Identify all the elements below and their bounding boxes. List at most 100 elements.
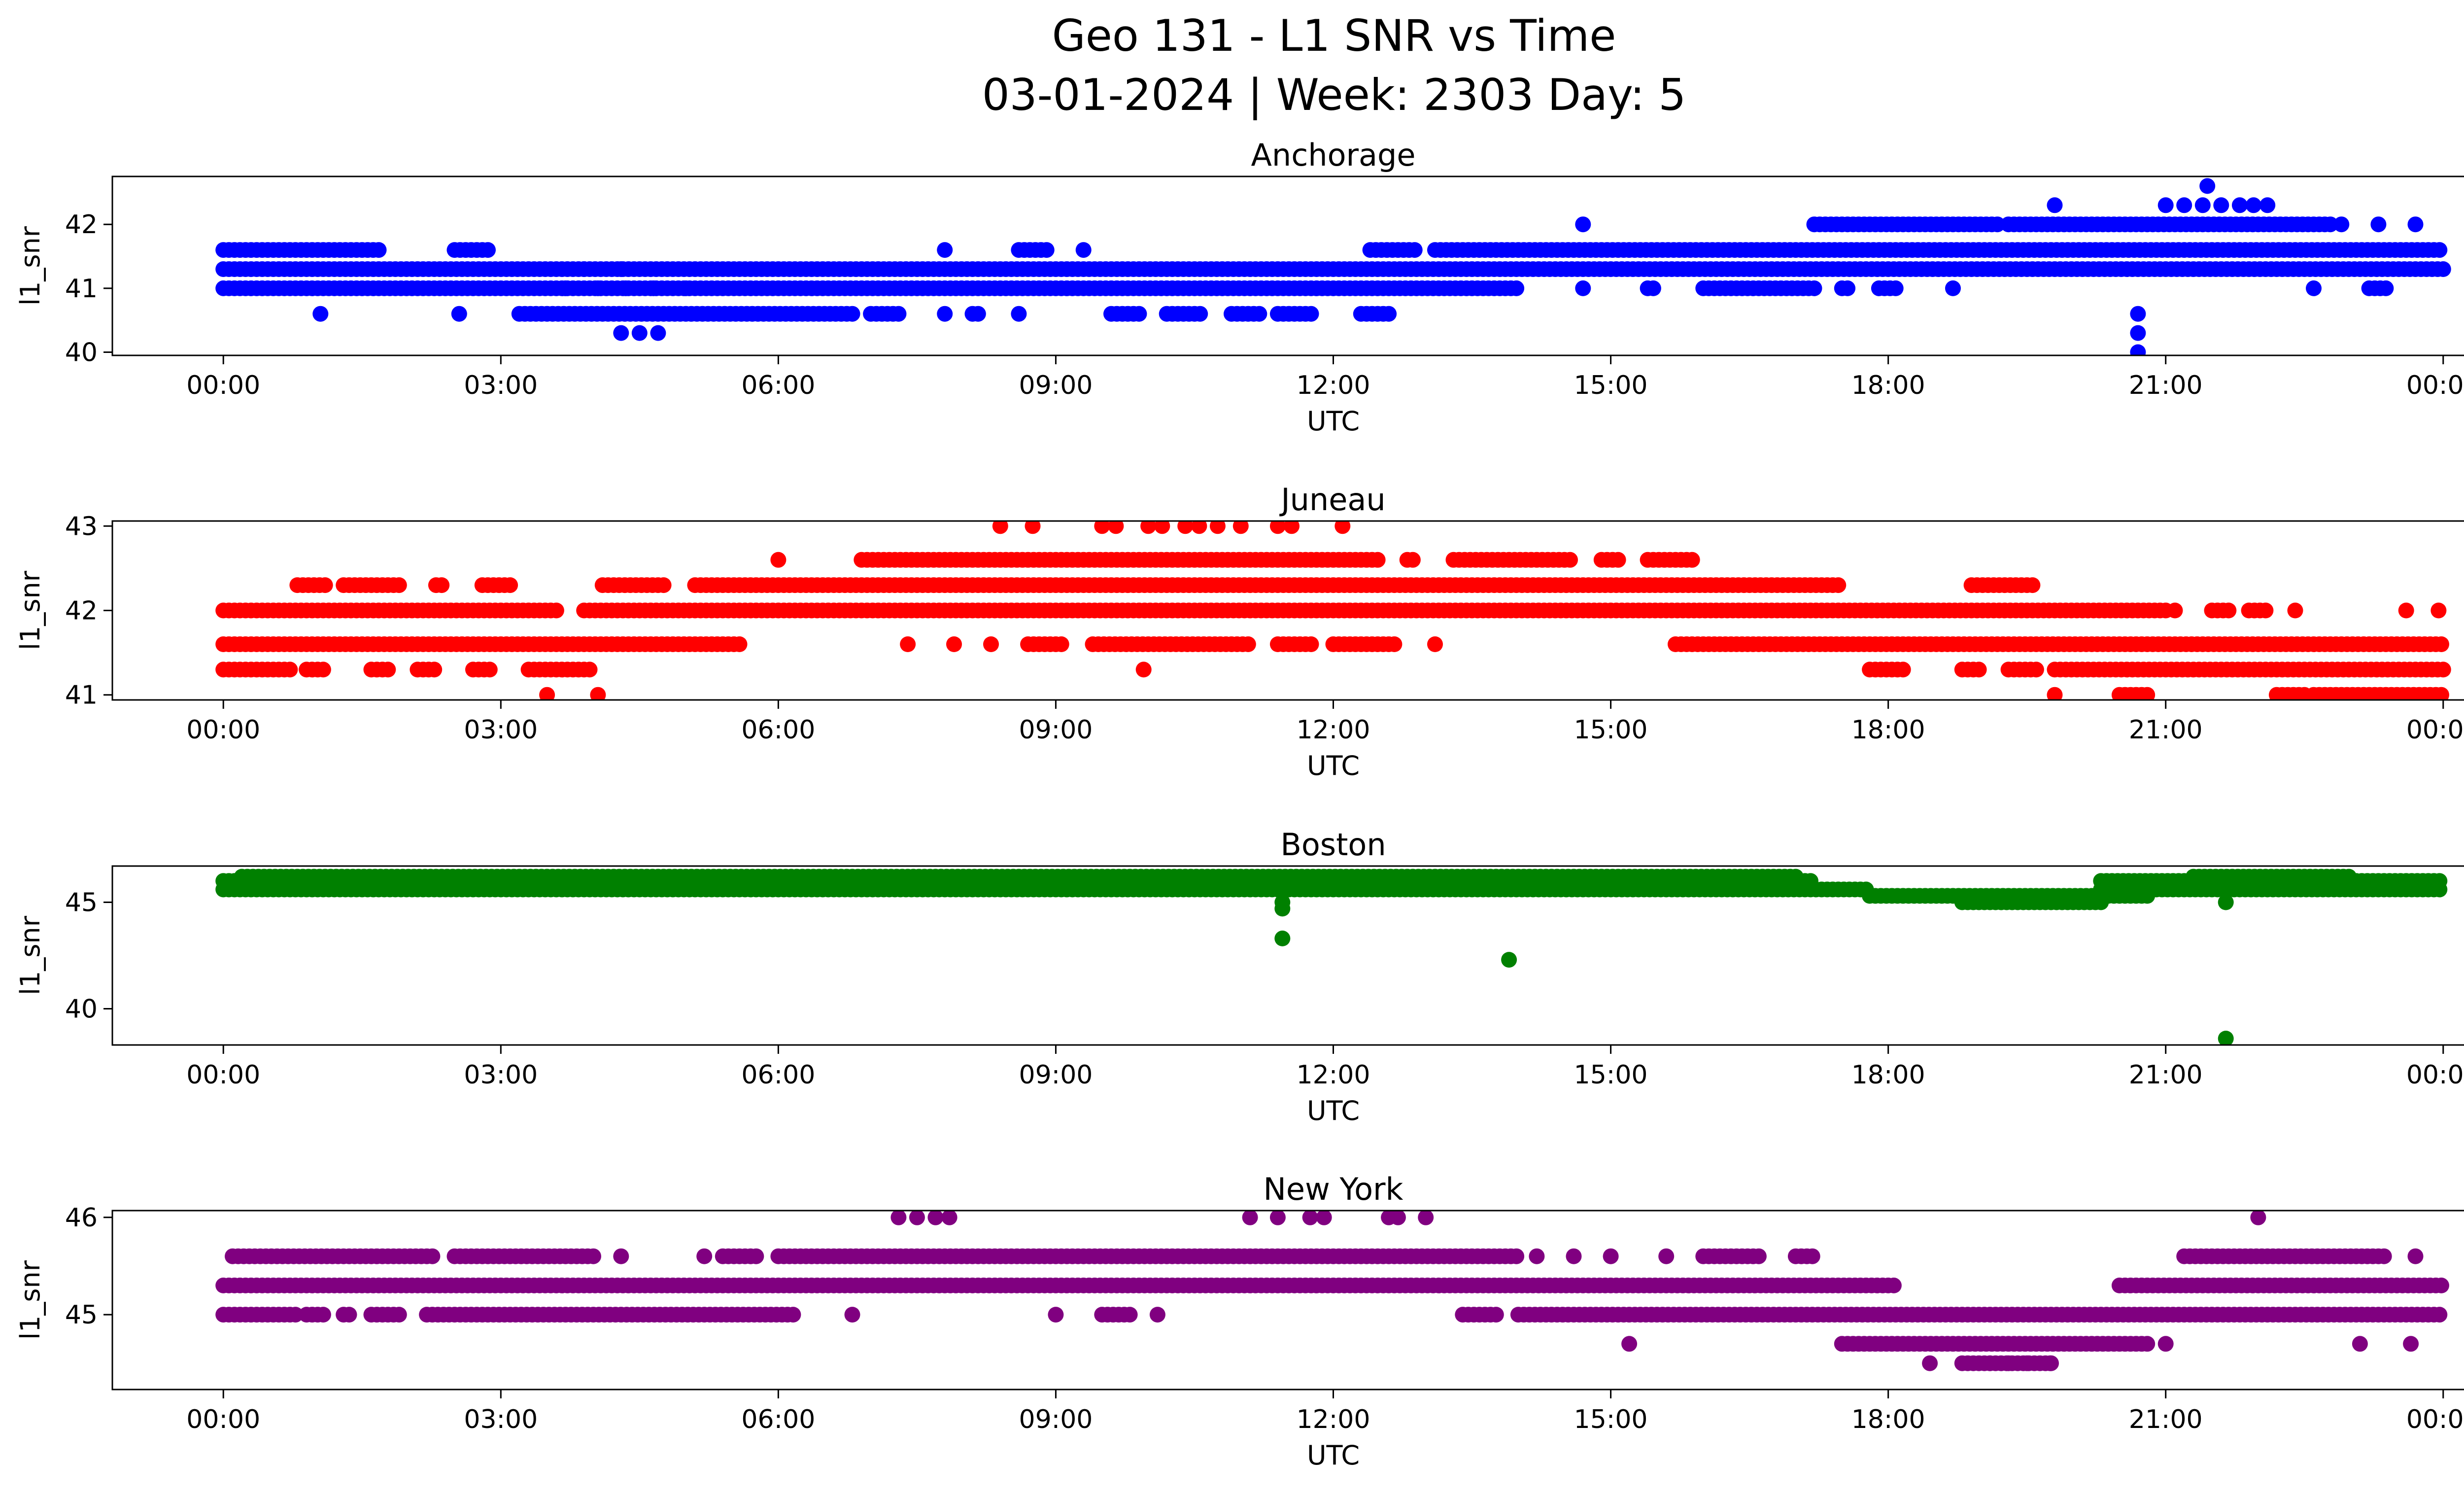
data-point [2431, 1307, 2448, 1323]
data-point [1989, 216, 2006, 233]
y-tick-label: 41 [65, 274, 98, 304]
data-point [2139, 1336, 2156, 1352]
data-point [1108, 521, 1124, 534]
data-point [1406, 242, 1423, 258]
data-point [2403, 1336, 2419, 1352]
y-tick-label: 40 [65, 995, 98, 1024]
data-point [371, 242, 387, 258]
data-point [2130, 344, 2146, 355]
data-point [1192, 306, 1208, 322]
y-tick-label: 42 [65, 210, 98, 240]
data-point [1232, 521, 1249, 534]
data-point [2433, 1277, 2449, 1293]
data-point [1508, 280, 1525, 296]
data-point [1122, 1307, 1138, 1323]
data-point [1945, 280, 1961, 296]
data-point [2199, 178, 2216, 194]
data-point [1075, 242, 1092, 258]
data-point [1658, 1248, 1675, 1264]
y-axis-label: l1_snr [15, 1260, 46, 1340]
subplot-title: Juneau [1279, 482, 1385, 518]
data-point [1529, 1248, 1545, 1264]
data-point [1603, 1248, 1619, 1264]
data-point [481, 661, 498, 678]
data-point [937, 242, 953, 258]
data-point [2258, 602, 2274, 619]
data-point [2130, 306, 2146, 322]
x-tick-label: 03:00 [464, 715, 538, 745]
figure-title-line1: Geo 131 - L1 SNR vs Time [1052, 10, 1616, 61]
data-point [2333, 216, 2350, 233]
data-point [1804, 1248, 1820, 1264]
data-point [2435, 661, 2451, 678]
data-point [1621, 1336, 1638, 1352]
x-tick-label: 06:00 [741, 1060, 815, 1090]
data-point [2376, 1248, 2392, 1264]
x-tick-label: 12:00 [1297, 371, 1370, 400]
data-point [2352, 1336, 2368, 1352]
data-point [2433, 687, 2449, 700]
data-point [1302, 1211, 1318, 1225]
x-tick-label: 03:00 [464, 1060, 538, 1090]
data-point [1840, 280, 1856, 296]
data-point [1335, 521, 1351, 534]
x-tick-label: 15:00 [1574, 371, 1648, 400]
data-point [1922, 1355, 1938, 1371]
x-tick-label: 00:00 [2406, 715, 2464, 745]
data-point [1982, 1355, 1998, 1371]
data-point [890, 1211, 907, 1225]
x-tick-label: 06:00 [741, 715, 815, 745]
x-tick-label: 03:00 [464, 371, 538, 400]
x-tick-label: 09:00 [1019, 715, 1093, 745]
data-point [2024, 577, 2041, 593]
data-point [2435, 261, 2451, 277]
y-axis-label: l1_snr [15, 570, 46, 650]
y-tick-label: 42 [65, 596, 98, 626]
x-tick-label: 12:00 [1297, 1060, 1370, 1090]
x-tick-label: 12:00 [1297, 1405, 1370, 1434]
data-point [613, 325, 629, 341]
data-point [502, 577, 518, 593]
x-tick-label: 00:00 [186, 715, 260, 745]
x-tick-label: 15:00 [1574, 1405, 1648, 1434]
data-point [2167, 602, 2183, 619]
data-point [1390, 1211, 1406, 1225]
data-point [890, 306, 907, 322]
data-point [1404, 552, 1421, 568]
data-point [2433, 636, 2449, 652]
data-point [748, 1248, 764, 1264]
data-point [655, 577, 672, 593]
data-point [1369, 552, 1386, 568]
x-tick-label: 18:00 [1851, 371, 1925, 400]
data-point [1684, 552, 1700, 568]
y-tick-label: 45 [65, 1300, 98, 1330]
x-tick-label: 00:00 [186, 1060, 260, 1090]
data-point [391, 1307, 407, 1323]
data-point [2139, 687, 2156, 700]
x-axis-label: UTC [1307, 1440, 1360, 1471]
data-point [1240, 636, 1256, 652]
data-point [2341, 869, 2357, 885]
data-point [1038, 242, 1055, 258]
data-point [391, 577, 407, 593]
data-point [2213, 197, 2229, 213]
data-point [1269, 521, 1286, 534]
data-point [2019, 1355, 2035, 1371]
data-point [2047, 197, 2063, 213]
x-tick-label: 00:00 [186, 1405, 260, 1434]
data-point [1303, 306, 1319, 322]
data-point [1025, 521, 1041, 534]
data-point [900, 636, 916, 652]
x-tick-label: 21:00 [2129, 1060, 2203, 1090]
data-point [646, 280, 661, 296]
data-point [1488, 1307, 1504, 1323]
x-tick-label: 09:00 [1019, 1405, 1093, 1434]
y-axis-label: l1_snr [15, 226, 46, 306]
data-point [1750, 1248, 1767, 1264]
data-point [1971, 661, 1987, 678]
data-point [1895, 661, 1911, 678]
data-point [2246, 197, 2261, 213]
data-point [2042, 1355, 2058, 1371]
data-point [480, 242, 496, 258]
